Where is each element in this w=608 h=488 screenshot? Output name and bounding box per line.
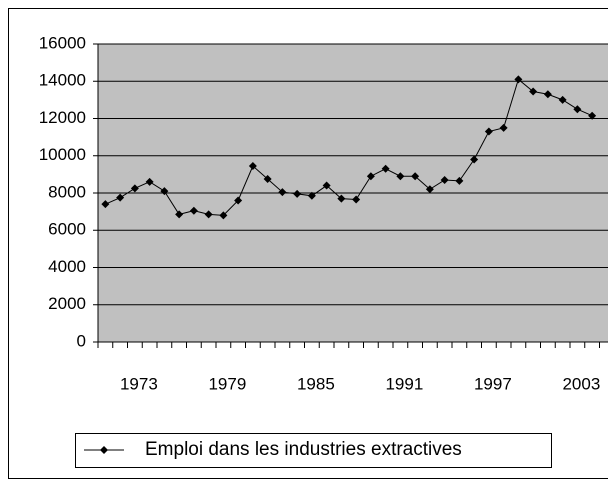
x-tick-label: 1985	[297, 374, 335, 393]
point-marker	[558, 95, 567, 104]
point-marker	[234, 196, 243, 205]
point-marker	[366, 172, 375, 181]
point-marker	[381, 164, 390, 173]
point-marker	[396, 172, 405, 181]
point-marker	[278, 188, 287, 197]
y-tick-label: 6000	[48, 220, 86, 239]
point-marker	[248, 161, 257, 170]
point-marker	[219, 211, 228, 220]
point-marker	[322, 181, 331, 190]
y-tick-label: 4000	[48, 257, 86, 276]
point-marker	[116, 193, 125, 202]
point-marker	[189, 206, 198, 215]
point-marker	[160, 187, 169, 196]
point-marker	[307, 191, 316, 200]
point-marker	[145, 177, 154, 186]
point-marker	[543, 90, 552, 99]
point-marker	[499, 123, 508, 132]
point-marker	[573, 105, 582, 114]
x-tick-label: 1991	[385, 374, 423, 393]
point-marker	[130, 184, 139, 193]
y-tick-label: 2000	[48, 294, 86, 313]
point-marker	[175, 210, 184, 219]
point-marker	[470, 155, 479, 164]
x-tick-label: 1979	[208, 374, 246, 393]
point-marker	[588, 111, 597, 120]
y-tick-label: 14000	[39, 71, 86, 90]
x-tick-label: 1997	[474, 374, 512, 393]
y-tick-label: 8000	[48, 182, 86, 201]
point-marker	[293, 189, 302, 198]
point-marker	[455, 176, 464, 185]
point-marker	[101, 200, 110, 209]
point-marker	[204, 210, 213, 219]
point-marker	[337, 194, 346, 203]
x-tick-label: 1973	[120, 374, 158, 393]
point-marker	[484, 127, 493, 136]
point-marker	[440, 175, 449, 184]
legend-marker	[100, 446, 108, 454]
y-tick-label: 0	[77, 331, 86, 350]
point-marker	[263, 175, 272, 184]
series-line	[105, 78, 593, 216]
x-tick-label: 2003	[562, 374, 600, 393]
point-marker	[352, 195, 361, 204]
point-marker	[411, 172, 420, 181]
point-marker	[514, 75, 523, 84]
point-marker	[425, 185, 434, 194]
y-tick-label: 10000	[39, 145, 86, 164]
legend-label: Emploi dans les industries extractives	[145, 439, 462, 460]
y-tick-label: 16000	[39, 33, 86, 52]
point-marker	[529, 87, 538, 96]
y-tick-label: 12000	[39, 108, 86, 127]
legend-box	[75, 433, 552, 468]
